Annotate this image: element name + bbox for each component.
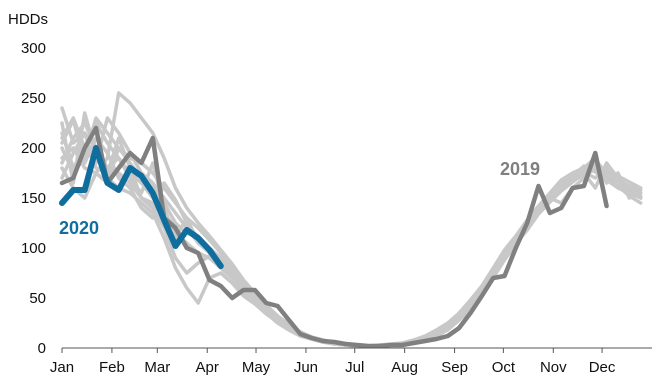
x-tick-label-jan: Jan	[50, 359, 74, 376]
series-line-5	[60, 131, 643, 348]
y-tick-label: 150	[21, 190, 46, 207]
annotation-2020: 2020	[59, 218, 99, 238]
x-tick-label-aug: Aug	[391, 359, 418, 376]
y-axis-unit-label: HDDs	[8, 11, 48, 28]
series-line-6	[60, 116, 643, 348]
y-tick-label: 300	[21, 40, 46, 57]
x-tick-label-dec: Dec	[589, 359, 616, 376]
series-layer	[59, 91, 643, 349]
y-tick-label: 0	[38, 340, 46, 357]
x-tick-label-apr: Apr	[196, 359, 219, 376]
annotation-2019: 2019	[500, 159, 540, 179]
series-line-4	[60, 116, 643, 348]
x-tick-label-mar: Mar	[144, 359, 170, 376]
x-tick-label-sep: Sep	[441, 359, 468, 376]
x-tick-label-feb: Feb	[99, 359, 125, 376]
x-axis-ticks: Jan Feb Mar Apr May Jun Jul Aug Sep Oct Nov Dec	[50, 348, 616, 376]
series-line-3	[60, 121, 643, 348]
y-tick-label: 50	[29, 290, 46, 307]
series-line-11	[59, 125, 609, 349]
y-tick-label: 250	[21, 90, 46, 107]
x-tick-label-nov: Nov	[540, 359, 567, 376]
y-axis-ticks: 0 50 100 150 200 250 300	[21, 40, 46, 357]
y-tick-label: 100	[21, 240, 46, 257]
x-tick-label-jun: Jun	[294, 359, 318, 376]
x-tick-label-oct: Oct	[492, 359, 516, 376]
series-line-12	[59, 145, 224, 269]
series-line-10	[60, 91, 643, 348]
series-line-1	[60, 118, 643, 348]
x-tick-label-may: May	[242, 359, 271, 376]
x-tick-label-jul: Jul	[345, 359, 364, 376]
series-line-2	[60, 121, 643, 348]
y-tick-label: 200	[21, 140, 46, 157]
